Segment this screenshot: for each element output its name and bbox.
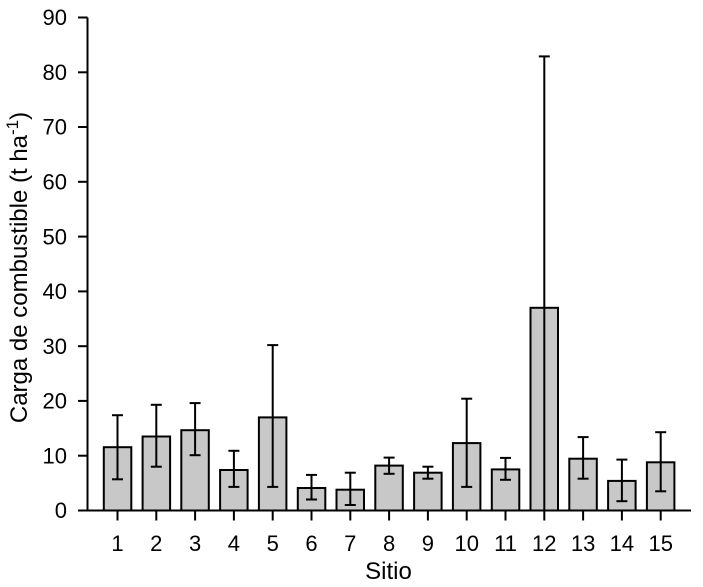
svg-text:10: 10: [454, 531, 478, 556]
svg-text:8: 8: [383, 531, 395, 556]
svg-text:40: 40: [43, 279, 67, 304]
svg-text:0: 0: [55, 498, 67, 523]
svg-text:1: 1: [111, 531, 123, 556]
svg-text:Carga de combustible (t ha-1): Carga de combustible (t ha-1): [3, 112, 33, 423]
svg-text:14: 14: [610, 531, 634, 556]
svg-text:20: 20: [43, 389, 67, 414]
svg-text:7: 7: [344, 531, 356, 556]
svg-text:3: 3: [189, 531, 201, 556]
svg-text:10: 10: [43, 443, 67, 468]
svg-text:9: 9: [422, 531, 434, 556]
svg-text:70: 70: [43, 115, 67, 140]
svg-text:15: 15: [648, 531, 672, 556]
svg-text:2: 2: [150, 531, 162, 556]
svg-text:90: 90: [43, 5, 67, 30]
svg-text:60: 60: [43, 170, 67, 195]
svg-text:4: 4: [228, 531, 240, 556]
svg-text:Sitio: Sitio: [365, 558, 412, 585]
svg-text:13: 13: [571, 531, 595, 556]
svg-text:80: 80: [43, 60, 67, 85]
svg-text:30: 30: [43, 334, 67, 359]
svg-text:50: 50: [43, 224, 67, 249]
svg-text:11: 11: [494, 531, 517, 556]
svg-text:6: 6: [305, 531, 317, 556]
svg-text:5: 5: [267, 531, 279, 556]
svg-text:12: 12: [532, 531, 556, 556]
